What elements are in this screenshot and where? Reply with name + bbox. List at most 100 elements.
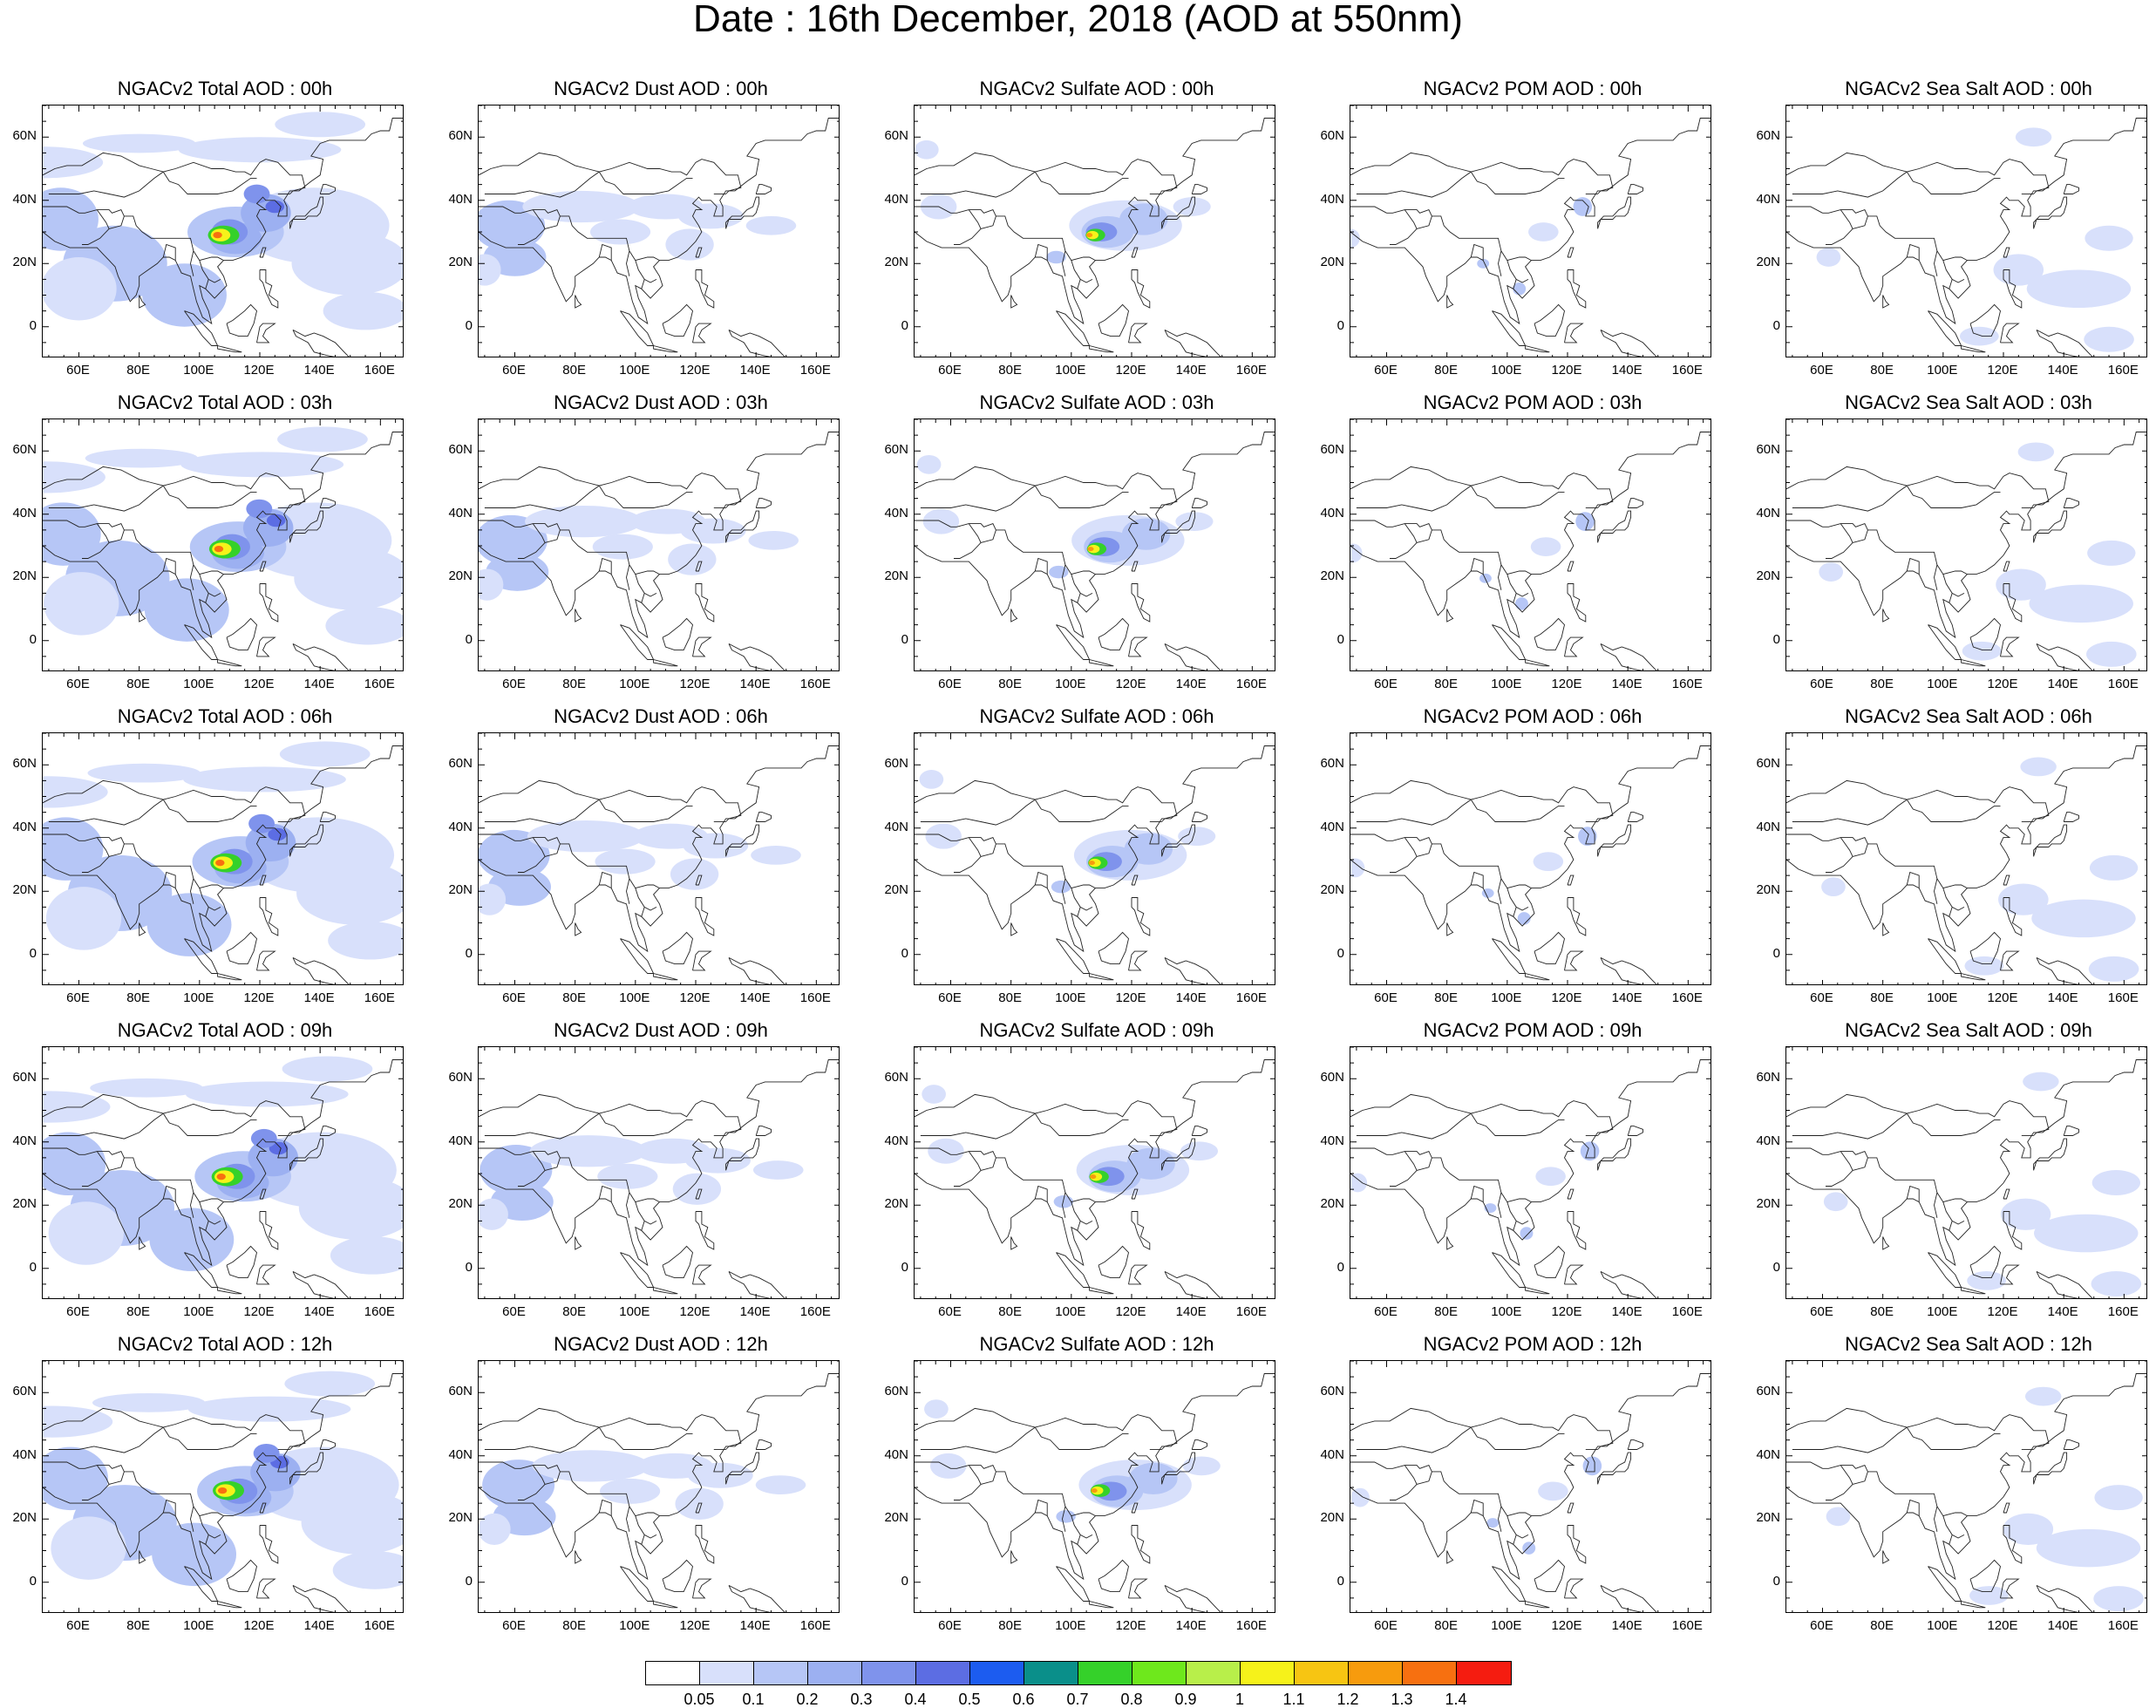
aod-field-dust-7 <box>755 1475 806 1494</box>
coastline <box>1882 1550 1890 1564</box>
coastline <box>695 269 715 309</box>
coastline <box>1098 617 1129 651</box>
country-border <box>43 1461 79 1469</box>
coastline <box>2036 957 2093 984</box>
aod-field-total-3 <box>284 1371 376 1397</box>
aod-field-total-8 <box>298 1176 403 1240</box>
x-axis-label: 160E <box>799 677 831 691</box>
country-border <box>1513 1221 1517 1231</box>
coastline <box>1128 950 1148 971</box>
coastline <box>256 323 276 344</box>
coastline <box>43 118 403 325</box>
coastline <box>1525 973 1550 981</box>
country-border <box>1350 1407 1472 1432</box>
coastline <box>289 1452 324 1485</box>
country-border <box>1786 1147 1823 1155</box>
map-panel-pom-00h: NGACv2 POM AOD : 00h 60N 40N 20N 0 60E 80E 100E… <box>1315 78 1751 392</box>
panel-title: NGACv2 POM AOD : 00h <box>1423 78 1643 99</box>
x-axis-label: 80E <box>126 677 150 691</box>
country-border <box>641 279 645 289</box>
x-axis-label: 100E <box>183 1618 214 1633</box>
coastline <box>1567 269 1587 309</box>
x-axis-label: 160E <box>1235 363 1267 378</box>
coastline <box>1534 1245 1565 1279</box>
country-border <box>1470 243 1484 261</box>
x-axis-label: 60E <box>1374 677 1398 691</box>
panel-title: NGACv2 Dust AOD : 06h <box>554 705 768 727</box>
country-border <box>915 152 1036 176</box>
x-axis-label: 140E <box>303 677 335 691</box>
coastlines-and-borders <box>1786 432 2146 670</box>
aod-field-seasalt-6 <box>1826 1507 1851 1527</box>
aod-field-total-2 <box>178 137 342 163</box>
aod-field-dust-5 <box>680 518 746 544</box>
coastline <box>620 310 655 346</box>
coastline <box>695 1211 715 1250</box>
aod-field-total-3 <box>277 426 368 453</box>
map-plot-area <box>1350 418 1711 671</box>
aod-field-seasalt-6 <box>1823 1192 1848 1212</box>
country-border <box>1386 837 1532 889</box>
y-axis-label: 40N <box>1756 1133 1780 1148</box>
coastline <box>1164 330 1221 357</box>
aod-field-dust-8 <box>479 568 504 601</box>
country-border <box>479 1147 515 1155</box>
x-axis-label: 160E <box>2107 1304 2139 1319</box>
country-border <box>1852 1157 1868 1171</box>
y-axis-label: 60N <box>12 1070 37 1085</box>
x-axis-label: 140E <box>303 990 335 1005</box>
country-border <box>479 152 600 176</box>
colorbar-label: 0.9 <box>1174 1691 1197 1708</box>
aod-field-sulfate-7 <box>1091 1488 1098 1494</box>
country-border <box>162 1426 257 1450</box>
country-border <box>1949 1221 1953 1231</box>
aod-field-sulfate-8 <box>1051 880 1071 894</box>
coastline <box>728 957 786 984</box>
map-canvas <box>915 1047 1275 1298</box>
coastline <box>43 432 403 639</box>
country-border <box>82 523 110 559</box>
coastline <box>620 624 655 660</box>
country-border <box>1906 485 2001 508</box>
x-axis-label: 120E <box>1115 990 1146 1005</box>
coastline <box>1161 196 1196 229</box>
country-border <box>598 871 612 888</box>
aod-field-dust-2 <box>525 505 643 538</box>
country-border <box>479 1407 600 1432</box>
coastline <box>575 609 582 623</box>
coastline <box>1164 643 1221 670</box>
country-border <box>544 215 561 229</box>
country-border <box>1826 837 1853 873</box>
country-border <box>1470 171 1565 194</box>
map-panel-sulfate-06h: NGACv2 Sulfate AOD : 06h 60N 40N 20N 0 60E 80E… <box>879 706 1315 1020</box>
map-plot-area <box>1350 1046 1711 1299</box>
aod-field-sulfate-0 <box>922 1085 946 1104</box>
map-canvas <box>1350 1361 1711 1612</box>
country-border <box>48 786 306 826</box>
x-axis-label: 100E <box>183 990 214 1005</box>
y-axis-label: 0 <box>1772 631 1780 647</box>
coastline <box>1534 931 1565 965</box>
country-border <box>48 159 306 198</box>
country-border <box>78 1465 224 1517</box>
aod-field-sulfate-8 <box>1046 250 1066 264</box>
coastline <box>1010 922 1018 936</box>
country-border <box>1498 1192 1502 1218</box>
coastline <box>1131 1525 1151 1564</box>
aod-field-seasalt-3 <box>2087 540 2136 566</box>
coastline <box>1597 1452 1632 1485</box>
figure-title: Date : 16th December, 2018 (AOD at 550nm… <box>693 0 1463 40</box>
country-border <box>1062 878 1066 904</box>
coastline <box>915 1059 1275 1267</box>
x-axis-label: 100E <box>619 1618 650 1633</box>
y-axis-label: 20N <box>884 568 908 584</box>
coastline <box>1056 1566 1091 1602</box>
country-border <box>1506 888 1529 911</box>
country-border <box>544 843 561 857</box>
country-border <box>48 1100 306 1140</box>
aod-field-pom-3 <box>1486 1518 1500 1528</box>
coastline <box>1131 1188 1139 1200</box>
coastlines-and-borders <box>915 745 1275 984</box>
x-axis-label: 100E <box>183 363 214 378</box>
x-axis-label: 120E <box>1987 1304 2018 1319</box>
